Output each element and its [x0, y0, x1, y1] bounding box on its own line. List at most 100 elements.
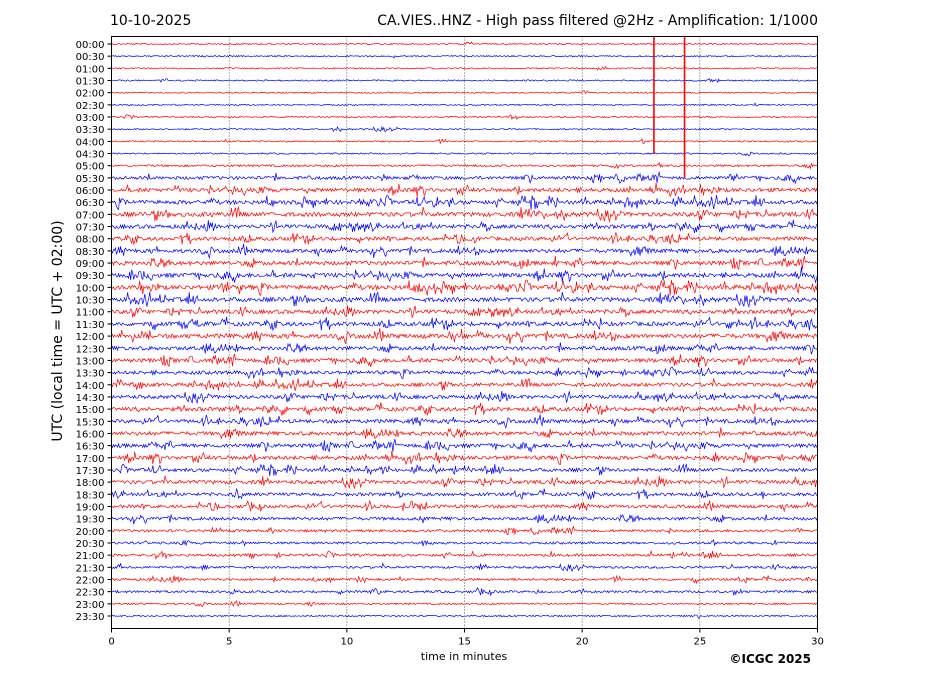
- trace-0200: [111, 90, 818, 95]
- trace-1830: [111, 487, 818, 501]
- y-tick-label: 17:00: [76, 454, 105, 465]
- y-tick-label: 18:30: [76, 490, 105, 501]
- y-tick-label: 14:00: [76, 381, 105, 392]
- trace-1700: [111, 450, 818, 466]
- y-tick-label: 09:30: [76, 271, 105, 282]
- trace-1930: [111, 513, 818, 525]
- trace-1730: [111, 463, 818, 477]
- y-tick-label: 16:30: [76, 442, 105, 453]
- trace-0430: [111, 151, 818, 157]
- trace-0100: [111, 65, 818, 71]
- y-axis-label: UTC (local time = UTC + 02:00): [50, 220, 66, 441]
- y-tick-label: 16:00: [76, 429, 105, 440]
- trace-1400: [111, 377, 818, 391]
- y-tick-label: 15:30: [76, 417, 105, 428]
- y-tick-label: 03:30: [76, 125, 105, 136]
- trace-0830: [111, 243, 818, 260]
- traces: [111, 41, 818, 619]
- trace-1800: [111, 475, 818, 490]
- y-tick-label: 13:30: [76, 369, 105, 380]
- trace-2300: [111, 599, 818, 608]
- trace-0900: [111, 255, 818, 271]
- trace-0130: [111, 78, 818, 84]
- y-tick-label: 19:30: [76, 515, 105, 526]
- y-tick-label: 22:00: [76, 575, 105, 586]
- y-tick-label: 00:30: [76, 52, 105, 63]
- trace-1600: [111, 427, 818, 440]
- x-tick-label: 0: [108, 637, 114, 648]
- y-tick-label: 10:30: [76, 296, 105, 307]
- trace-1900: [111, 499, 818, 513]
- y-tick-label: 20:00: [76, 527, 105, 538]
- y-tick-label: 15:00: [76, 405, 105, 416]
- y-tick-label: 23:30: [76, 612, 105, 623]
- y-tick-label: 05:00: [76, 162, 105, 173]
- trace-0000: [111, 41, 818, 46]
- trace-0030: [111, 54, 818, 59]
- chart-title: CA.VIES..HNZ - High pass filtered @2Hz -…: [377, 13, 818, 29]
- x-tick-label: 15: [458, 637, 471, 648]
- trace-0630: [111, 194, 818, 210]
- trace-1230: [111, 342, 818, 355]
- x-tick-label: 30: [811, 637, 824, 648]
- y-tick-label: 01:00: [76, 64, 105, 75]
- trace-0330: [111, 125, 818, 133]
- x-tick-label: 20: [576, 637, 589, 648]
- y-tick-label: 23:00: [76, 600, 105, 611]
- trace-1030: [111, 291, 818, 309]
- trace-0730: [111, 219, 818, 234]
- y-tick-label: 21:00: [76, 551, 105, 562]
- y-tick-label: 21:30: [76, 563, 105, 574]
- trace-1300: [111, 353, 818, 368]
- trace-0530: [111, 171, 818, 185]
- trace-1130: [111, 316, 818, 332]
- y-tick-label: 17:30: [76, 466, 105, 477]
- trace-1500: [111, 402, 818, 417]
- y-tick-label: 07:00: [76, 210, 105, 221]
- y-tick-label: 04:00: [76, 137, 105, 148]
- y-tick-label: 22:30: [76, 588, 105, 599]
- trace-0700: [111, 206, 818, 223]
- plot-frame: [111, 36, 818, 629]
- trace-0300: [111, 114, 818, 121]
- trace-0930: [111, 267, 818, 284]
- y-tick-label: 20:30: [76, 539, 105, 550]
- x-tick-label: 25: [693, 637, 706, 648]
- y-tick-label: 01:30: [76, 77, 105, 88]
- y-tick-label: 04:30: [76, 150, 105, 161]
- trace-2100: [111, 549, 818, 560]
- trace-1000: [111, 279, 818, 296]
- y-tick-label: 06:30: [76, 198, 105, 209]
- y-tick-label: 07:30: [76, 223, 105, 234]
- copyright: ©ICGC 2025: [729, 652, 811, 666]
- y-tick-label: 08:00: [76, 235, 105, 246]
- chart-date: 10-10-2025: [110, 13, 191, 29]
- trace-1100: [111, 305, 818, 319]
- x-tick-label: 5: [226, 637, 232, 648]
- y-tick-label: 00:00: [76, 40, 105, 51]
- y-tick-label: 10:00: [76, 283, 105, 294]
- trace-2000: [111, 525, 818, 536]
- trace-1200: [111, 328, 818, 344]
- y-tick-label: 05:30: [76, 174, 105, 185]
- y-tick-label: 09:00: [76, 259, 105, 270]
- y-tick-label: 13:00: [76, 356, 105, 367]
- grid-lines: [228, 36, 701, 629]
- trace-2200: [111, 574, 818, 585]
- y-tick-label: 02:30: [76, 101, 105, 112]
- x-ticks: 0 5 10 15 20 25 30: [108, 628, 824, 648]
- y-tick-label: 12:30: [76, 344, 105, 355]
- trace-2030: [111, 539, 818, 547]
- trace-1430: [111, 390, 818, 405]
- y-tick-label: 11:30: [76, 320, 105, 331]
- y-tick-label: 03:00: [76, 113, 105, 124]
- trace-2230: [111, 587, 818, 597]
- y-tick-label: 14:30: [76, 393, 105, 404]
- y-tick-label: 18:00: [76, 478, 105, 489]
- trace-0230: [111, 102, 818, 107]
- trace-0600: [111, 182, 818, 198]
- trace-1330: [111, 366, 818, 380]
- trace-0800: [111, 231, 818, 246]
- y-tick-label: 11:00: [76, 308, 105, 319]
